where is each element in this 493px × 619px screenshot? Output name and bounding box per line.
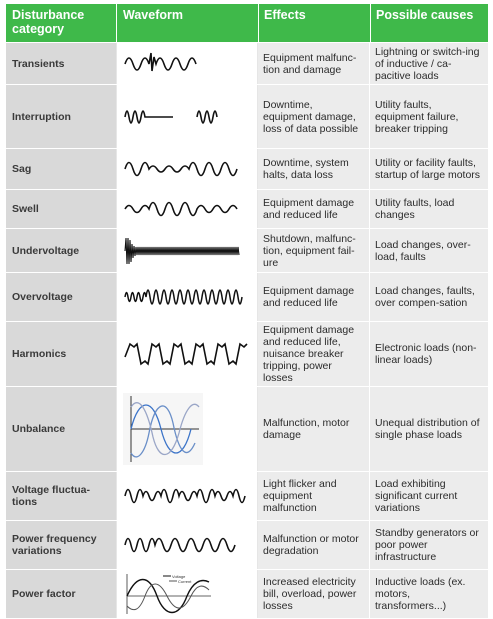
effects-cell: Increased electricity bill, overload, po… bbox=[258, 570, 370, 618]
fluctuation-waveform-icon bbox=[124, 488, 246, 504]
disturbance-table: Disturbance category Waveform Effects Po… bbox=[6, 4, 488, 619]
table-row: Voltage fluctua-tions Light flicker and … bbox=[6, 472, 488, 521]
transient-waveform-icon bbox=[124, 52, 197, 71]
table-row: Undervoltage Shutdown, malfunc-tion, equ… bbox=[6, 229, 488, 273]
waveform-cell bbox=[116, 149, 258, 189]
table-row: Interruption Downtime, equipment damage,… bbox=[6, 85, 488, 149]
category-cell: Power frequency variations bbox=[6, 521, 116, 569]
harmonics-waveform-icon bbox=[124, 342, 248, 366]
category-cell: Undervoltage bbox=[6, 229, 116, 272]
swell-waveform-icon bbox=[124, 201, 238, 217]
causes-cell: Utility faults, load changes bbox=[370, 190, 488, 228]
category-cell: Swell bbox=[6, 190, 116, 228]
effects-cell: Malfunction, motor damage bbox=[258, 387, 370, 471]
category-cell: Harmonics bbox=[6, 322, 116, 386]
effects-cell: Equipment malfunc-tion and damage bbox=[258, 43, 370, 84]
waveform-cell bbox=[116, 43, 258, 84]
waveform-cell bbox=[116, 190, 258, 228]
table-row: Power frequency variations Malfunction o… bbox=[6, 521, 488, 570]
table-row: Power factor Voltage Current Increased e… bbox=[6, 570, 488, 619]
category-cell: Overvoltage bbox=[6, 273, 116, 321]
effects-cell: Shutdown, malfunc-tion, equipment fail-u… bbox=[258, 229, 370, 272]
effects-cell: Equipment damage and reduced life bbox=[258, 273, 370, 321]
category-cell: Transients bbox=[6, 43, 116, 84]
table-row: Unbalance Malfunction, motor damage Uneq… bbox=[6, 387, 488, 472]
causes-cell: Load changes, faults, over compen-sation bbox=[370, 273, 488, 321]
waveform-cell bbox=[116, 387, 258, 471]
unbalance-waveform-icon bbox=[123, 393, 203, 465]
effects-cell: Light flicker and equipment malfunction bbox=[258, 472, 370, 520]
effects-cell: Downtime, equipment damage, loss of data… bbox=[258, 85, 370, 148]
causes-cell: Load changes, over-load, faults bbox=[370, 229, 488, 272]
effects-cell: Equipment damage and reduced life, nuisa… bbox=[258, 322, 370, 386]
effects-cell: Malfunction or motor degradation bbox=[258, 521, 370, 569]
table-row: Sag Downtime, system halts, data loss Ut… bbox=[6, 149, 488, 190]
effects-cell: Equipment damage and reduced life bbox=[258, 190, 370, 228]
causes-cell: Electronic loads (non-linear loads) bbox=[370, 322, 488, 386]
waveform-cell bbox=[116, 472, 258, 520]
header-effects: Effects bbox=[258, 4, 370, 42]
category-cell: Power factor bbox=[6, 570, 116, 618]
waveform-cell bbox=[116, 229, 258, 272]
causes-cell: Utility or facility faults, startup of l… bbox=[370, 149, 488, 189]
category-cell: Interruption bbox=[6, 85, 116, 148]
waveform-cell bbox=[116, 273, 258, 321]
voltage-legend-label: Voltage bbox=[172, 574, 186, 579]
current-legend-label: Current bbox=[178, 579, 192, 584]
header-causes: Possible causes bbox=[370, 4, 488, 42]
category-cell: Voltage fluctua-tions bbox=[6, 472, 116, 520]
table-row: Overvoltage Equipment damage and reduced… bbox=[6, 273, 488, 322]
causes-cell: Utility faults, equipment failure, break… bbox=[370, 85, 488, 148]
waveform-cell bbox=[116, 521, 258, 569]
header-waveform: Waveform bbox=[116, 4, 258, 42]
table-header: Disturbance category Waveform Effects Po… bbox=[6, 4, 488, 43]
category-cell: Unbalance bbox=[6, 387, 116, 471]
waveform-cell: Voltage Current bbox=[116, 570, 258, 618]
category-cell: Sag bbox=[6, 149, 116, 189]
waveform-cell bbox=[116, 322, 258, 386]
causes-cell: Inductive loads (ex. motors, transformer… bbox=[370, 570, 488, 618]
table-row: Harmonics Equipment damage and reduced l… bbox=[6, 322, 488, 387]
interruption-waveform-icon bbox=[124, 109, 218, 124]
causes-cell: Lightning or switch-ing of inductive / c… bbox=[370, 43, 488, 84]
causes-cell: Standby generators or poor power infrast… bbox=[370, 521, 488, 569]
sag-waveform-icon bbox=[124, 161, 238, 177]
causes-cell: Unequal distribution of single phase loa… bbox=[370, 387, 488, 471]
table-row: Transients Equipment malfunc-tion and da… bbox=[6, 43, 488, 85]
overvoltage-waveform-icon bbox=[124, 289, 243, 305]
undervoltage-waveform-icon bbox=[124, 237, 240, 264]
table-row: Swell Equipment damage and reduced life … bbox=[6, 190, 488, 229]
frequency-waveform-icon bbox=[124, 537, 236, 553]
causes-cell: Load exhibiting significant current vari… bbox=[370, 472, 488, 520]
effects-cell: Downtime, system halts, data loss bbox=[258, 149, 370, 189]
power-factor-waveform-icon: Voltage Current bbox=[126, 574, 211, 614]
waveform-cell bbox=[116, 85, 258, 148]
header-category: Disturbance category bbox=[6, 4, 116, 42]
